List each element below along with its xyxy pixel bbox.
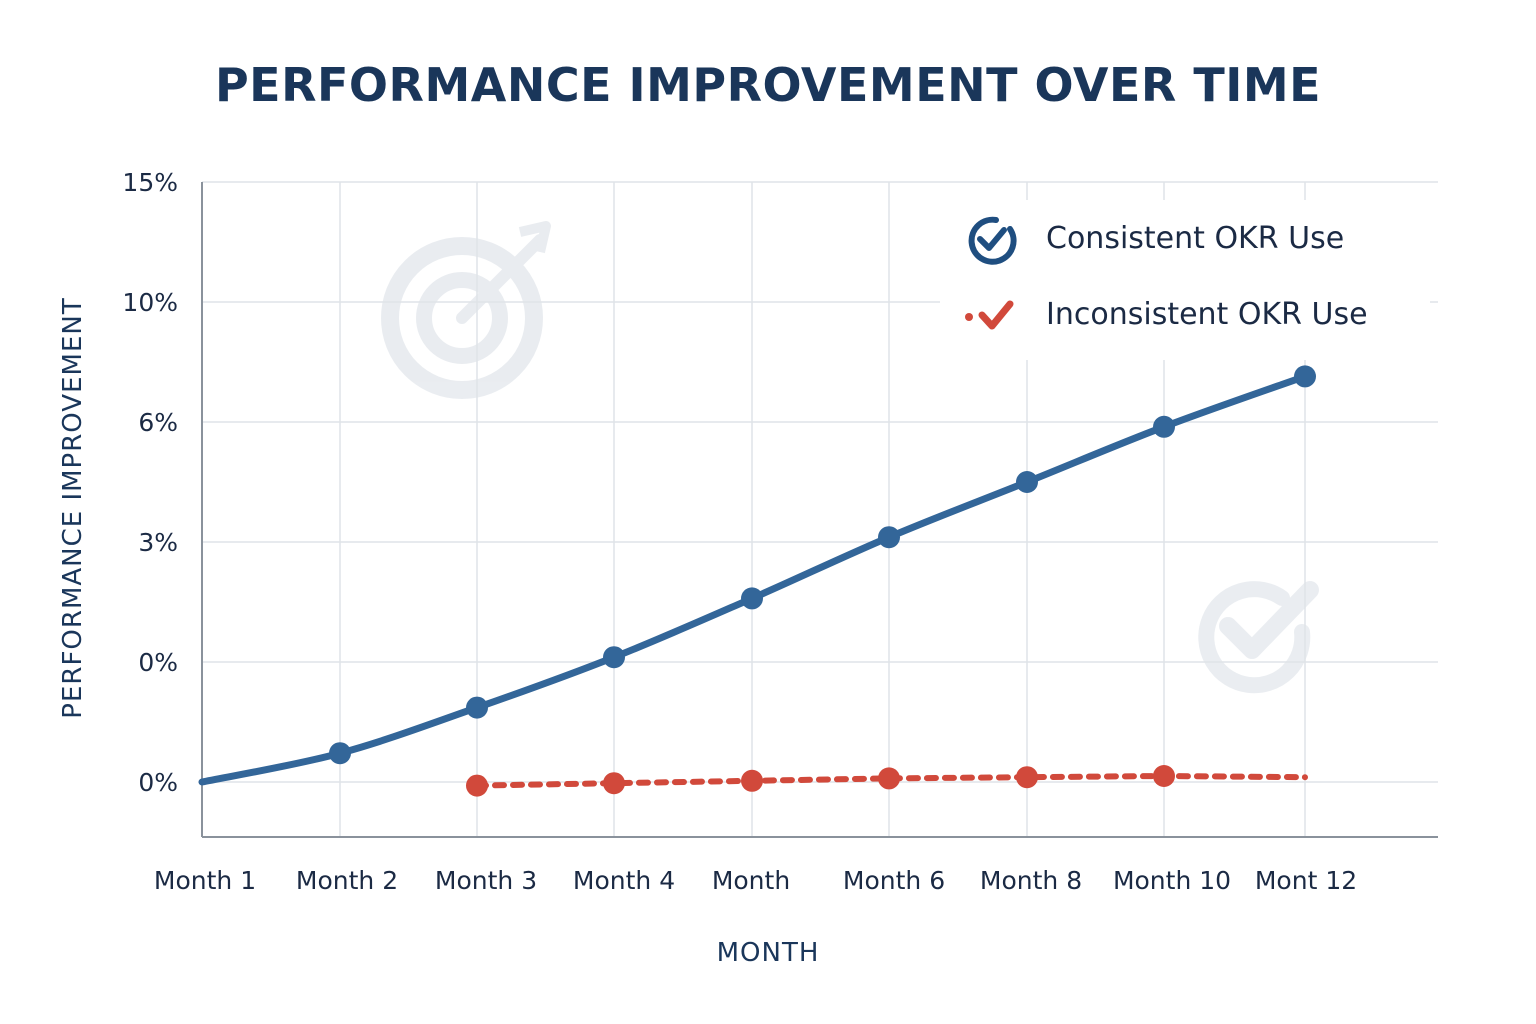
data-point-consistent (1153, 415, 1175, 438)
y-tick-label: 0% (138, 648, 178, 677)
data-point-consistent (603, 646, 625, 669)
data-point-inconsistent (1016, 766, 1038, 789)
data-point-consistent (1016, 471, 1038, 493)
legend-label-consistent: Consistent OKR Use (1046, 221, 1344, 256)
y-tick-label: 3% (138, 528, 178, 557)
y-axis-title: PERFORMANCE IMPROVEMENT (58, 297, 88, 718)
x-tick-label: Month 4 (573, 866, 675, 895)
data-point-consistent (1294, 365, 1316, 388)
y-tick-label: 6% (138, 408, 178, 437)
data-point-consistent (878, 526, 900, 549)
series-inconsistent (466, 765, 1308, 797)
check-circle-icon (968, 216, 1017, 265)
axes (201, 182, 1438, 838)
y-tick-label: 15% (122, 168, 178, 197)
legend-item-consistent: Consistent OKR Use (968, 216, 1344, 265)
x-tick-label: Month 8 (980, 866, 1082, 895)
x-tick-label: Month (712, 866, 790, 895)
data-point-consistent (329, 742, 351, 765)
chart-title: PERFORMANCE IMPROVEMENT OVER TIME (214, 58, 1322, 112)
checkmark-icon (1198, 581, 1319, 694)
target-icon (381, 221, 551, 399)
legend-label-inconsistent: Inconsistent OKR Use (1046, 297, 1368, 332)
legend: Consistent OKR Use Inconsistent OKR Use (940, 200, 1430, 360)
series-line-consistent (198, 372, 1309, 786)
y-tick-labels: 15% 10% 6% 3% 0% 0% (122, 168, 178, 797)
data-point-consistent (741, 587, 763, 610)
x-tick-label: Month 6 (843, 866, 945, 895)
data-point-inconsistent (603, 772, 625, 795)
y-tick-label: 10% (122, 288, 178, 317)
series (198, 365, 1316, 797)
x-tick-label: Mont 12 (1255, 866, 1357, 895)
x-tick-label: Month 1 (154, 866, 256, 895)
data-point-consistent (466, 696, 488, 719)
x-tick-labels: Month 1 Month 2 Month 3 Month 4 Month Month 6… (154, 866, 1357, 895)
x-tick-label: Month 2 (296, 866, 398, 895)
x-tick-label: Month 3 (435, 866, 537, 895)
y-tick-label: 0% (138, 768, 178, 797)
red-check-icon (965, 300, 1014, 330)
series-consistent (198, 365, 1316, 786)
data-point-inconsistent (741, 769, 763, 792)
data-point-inconsistent (1153, 765, 1175, 787)
data-point-inconsistent (878, 767, 900, 790)
data-point-inconsistent (466, 774, 488, 797)
grid (202, 181, 1438, 837)
legend-item-inconsistent: Inconsistent OKR Use (965, 297, 1368, 332)
x-tick-label: Month 10 (1113, 866, 1231, 895)
x-axis-title: MONTH (717, 938, 820, 968)
